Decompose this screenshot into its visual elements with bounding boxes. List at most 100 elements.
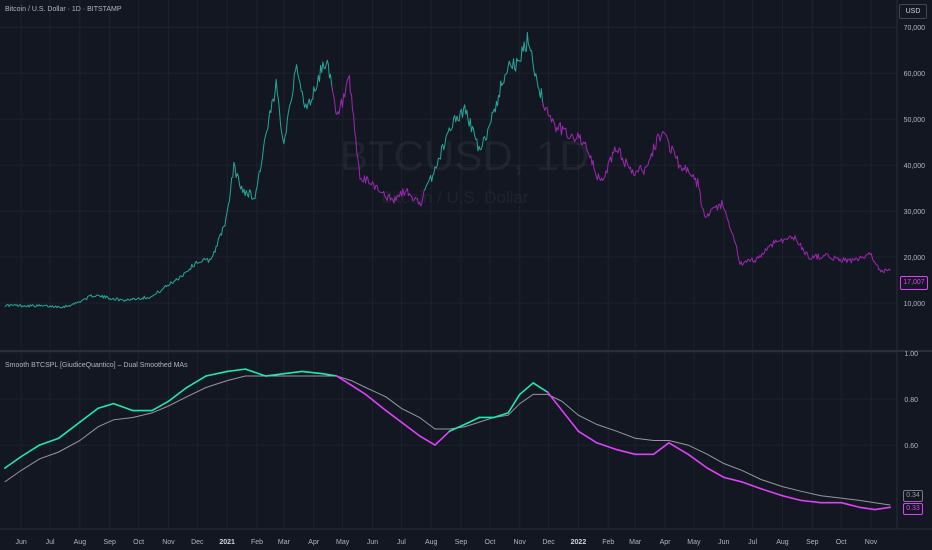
ma-fast-segment[interactable] — [741, 481, 763, 490]
watermark-description: Bitcoin / U.S. Dollar — [381, 188, 529, 207]
ma-fast-segment[interactable] — [151, 400, 170, 412]
time-axis-tick-label: Dec — [191, 539, 204, 546]
ma-fast-segment[interactable] — [687, 453, 709, 469]
ma-fast-segment[interactable] — [321, 372, 338, 377]
ma-fast-segment[interactable] — [244, 368, 267, 377]
time-axis-tick-label: Jul — [46, 539, 55, 546]
price-line-segment[interactable] — [542, 101, 891, 274]
ma-fast-segment[interactable] — [874, 506, 892, 511]
ma-fast-segment[interactable] — [448, 423, 466, 433]
time-axis-tick-label: Aug — [776, 539, 789, 546]
ma-fast-segment[interactable] — [722, 476, 743, 483]
indicator-axis-tick-label: 0.80 — [904, 397, 918, 404]
ma-fast-segment[interactable] — [577, 430, 598, 444]
time-axis-tick-label: Feb — [251, 539, 263, 546]
time-axis-tick-label: Feb — [602, 539, 614, 546]
time-axis-tick-label: 2022 — [571, 539, 587, 546]
time-axis-tick-label: May — [336, 539, 350, 546]
time-axis-tick-label: 2021 — [219, 539, 235, 546]
price-line-segment[interactable] — [423, 31, 545, 191]
price-axis-tick-label: 70,000 — [904, 25, 926, 32]
ma-fast-segment[interactable] — [561, 409, 580, 433]
ma-fast-segment[interactable] — [858, 506, 876, 511]
time-axis-tick-label: Mar — [629, 539, 642, 546]
watermark-symbol: BTCUSD, 1D — [340, 132, 590, 179]
symbol-title[interactable]: Bitcoin / U.S. Dollar · 1D · BITSTAMP — [5, 6, 122, 13]
ma-fast-segment[interactable] — [492, 412, 509, 419]
time-axis-tick-label: Oct — [484, 539, 495, 546]
ma-fast-segment[interactable] — [283, 370, 304, 375]
ma-fast-segment[interactable] — [668, 442, 689, 456]
ma-fast-segment[interactable] — [226, 368, 247, 373]
ma-fast-segment[interactable] — [112, 402, 134, 412]
time-axis-tick-label: Nov — [865, 539, 878, 546]
ma-fast-segment[interactable] — [434, 430, 451, 446]
time-axis-tick-label: Sep — [103, 539, 116, 546]
ma-fast-segment[interactable] — [38, 437, 60, 446]
time-axis-tick-label: Jun — [16, 539, 27, 546]
grid-lines — [0, 0, 897, 528]
ma-slow-value-tag: 0.34 — [903, 490, 923, 502]
time-axis-tick-label: Jul — [748, 539, 757, 546]
last-price-tag: 17,007 — [900, 276, 928, 290]
ma-fast-segment[interactable] — [20, 444, 41, 458]
ma-fast-segment[interactable] — [840, 501, 861, 509]
time-axis-tick-label: Oct — [133, 539, 144, 546]
ma-fast-segment[interactable] — [652, 442, 670, 456]
ma-fast-segment[interactable] — [706, 467, 725, 479]
ma-fast-segment[interactable] — [760, 488, 784, 497]
indicator-title[interactable]: Smooth BTCSPL [GiudiceQuantico] – Dual S… — [5, 362, 188, 369]
time-axis-tick-label: Sep — [806, 539, 819, 546]
time-axis-tick-label: Aug — [74, 539, 87, 546]
price-line-segment[interactable] — [331, 74, 426, 207]
ma-fast-segment[interactable] — [546, 391, 563, 412]
ma-fast-segment[interactable] — [616, 448, 637, 456]
ma-fast-segment[interactable] — [595, 442, 618, 451]
ma-fast-segment[interactable] — [4, 455, 22, 469]
ma-fast-segment[interactable] — [350, 384, 367, 396]
ma-fast-segment[interactable] — [185, 375, 207, 389]
time-axis-tick-label: Jun — [718, 539, 729, 546]
ma-fast-segment[interactable] — [301, 370, 324, 375]
ma-fast-segment[interactable] — [57, 421, 81, 439]
price-axis-tick-label: 10,000 — [904, 301, 926, 308]
price-series[interactable] — [4, 31, 891, 309]
price-axis-tick-label: 40,000 — [904, 163, 926, 170]
time-axis-tick-label: May — [687, 539, 701, 546]
time-axis-tick-label: Jul — [397, 539, 406, 546]
ma-fast-segment[interactable] — [400, 421, 421, 437]
ma-fast-segment[interactable] — [167, 386, 188, 403]
indicator-axis-tick-label: 1.00 — [904, 351, 918, 358]
ma-fast-segment[interactable] — [418, 435, 436, 446]
ma-fast-segment[interactable] — [79, 407, 99, 423]
price-line-segment[interactable] — [4, 59, 334, 309]
ma-fast-segment[interactable] — [518, 382, 534, 396]
ma-fast-segment[interactable] — [205, 370, 228, 377]
time-axis-tick-label: Aug — [425, 539, 438, 546]
ma-fast-segment[interactable] — [507, 393, 521, 414]
ma-series[interactable] — [4, 368, 892, 511]
price-axis-tick-label: 60,000 — [904, 71, 926, 78]
ma-fast-segment[interactable] — [781, 494, 802, 502]
ma-fast-segment[interactable] — [364, 393, 387, 412]
ma-fast-segment[interactable] — [264, 372, 285, 377]
ma-slow-line[interactable] — [4, 375, 891, 506]
ma-fast-segment[interactable] — [336, 375, 353, 387]
time-axis-tick-label: Oct — [836, 539, 847, 546]
ma-fast-segment[interactable] — [532, 382, 549, 393]
time-axis-tick-label: Mar — [278, 539, 291, 546]
ma-fast-segment[interactable] — [97, 402, 115, 410]
time-axis-tick-label: Jun — [367, 539, 378, 546]
ma-fast-segment[interactable] — [385, 409, 403, 423]
currency-button[interactable]: USD — [899, 4, 927, 19]
time-axis-tick-label: Apr — [660, 539, 672, 546]
ma-fast-segment[interactable] — [464, 416, 481, 426]
time-axis-tick-label: Nov — [513, 539, 526, 546]
indicator-axis-tick-label: 0.60 — [904, 443, 918, 450]
ma-fast-value-tag: 0.33 — [903, 503, 923, 515]
price-axis-tick-label: 30,000 — [904, 209, 926, 216]
time-axis-tick-label: Nov — [162, 539, 175, 546]
ma-fast-segment[interactable] — [799, 499, 822, 504]
